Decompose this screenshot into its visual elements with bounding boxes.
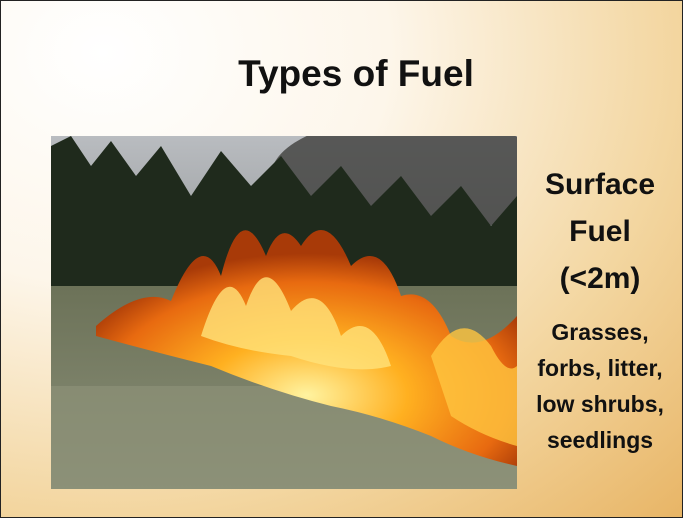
- heading-line: Fuel: [569, 215, 631, 248]
- fire-photo: [51, 136, 517, 489]
- heading-line: Surface: [544, 168, 656, 201]
- body-line: forbs, litter,: [537, 355, 663, 381]
- body-line: low shrubs,: [536, 391, 664, 417]
- slide-title: Types of Fuel: [238, 53, 474, 94]
- body-line: seedlings: [546, 427, 654, 453]
- body-line: Grasses,: [551, 319, 649, 345]
- heading-line: (<2m): [559, 262, 641, 295]
